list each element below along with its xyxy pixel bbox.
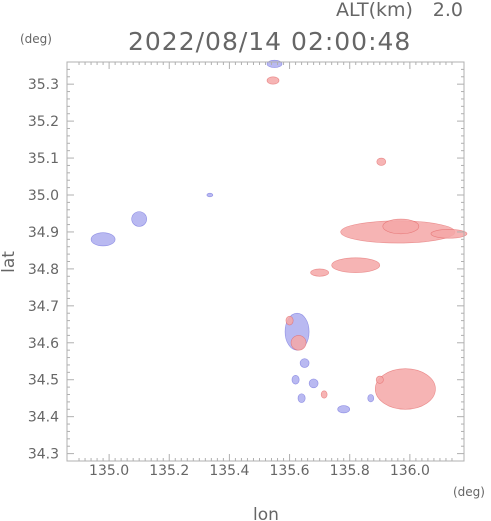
x-tick-label: 136.0 [390,463,430,479]
echo-region-positive [310,268,329,277]
echo-region-positive [376,157,387,166]
echo-region-negative [206,192,214,198]
echo-region-positive [375,375,384,384]
y-tick-label: 34.7 [28,299,59,315]
echo-region-negative [337,405,351,414]
plot-frame [66,61,465,462]
echo-region-positive [382,218,420,235]
echo-region-negative [131,211,148,227]
x-tick-label: 135.8 [330,463,370,479]
x-unit: (deg) [453,485,485,499]
y-tick-label: 35.3 [28,77,59,93]
echo-region-positive [430,229,468,239]
x-tick-label: 135.0 [89,463,129,479]
y-tick-label: 35.2 [28,114,59,130]
x-tick-label: 135.6 [270,463,310,479]
axis-tick-labels: 135.0 135.2 135.4 135.6 135.8 136.0 34.3 34.4 34… [28,77,430,479]
echo-region-negative [297,393,306,403]
y-tick-label: 35.0 [28,188,59,204]
timestamp: 2022/08/14 02:00:48 [128,27,411,56]
echo-region-positive [331,257,381,273]
altitude-value: 2.0 [433,0,463,21]
y-tick-label: 34.9 [28,225,59,241]
echo-region-positive [320,390,328,399]
y-tick-label: 34.5 [28,373,59,389]
echo-region-negative [308,378,319,389]
echo-region-negative [367,394,375,403]
y-tick-label: 34.6 [28,336,59,352]
x-axis-label: lon [253,505,279,521]
echo-region-negative [299,358,310,368]
echo-region-negative [291,374,300,385]
y-axis-label: lat [0,251,19,273]
x-tick-label: 135.4 [209,463,249,479]
radar-echo-layer [90,59,468,414]
y-tick-label: 34.3 [28,447,59,463]
echo-region-positive [285,315,294,326]
y-tick-label: 34.8 [28,262,59,278]
echo-region-positive [374,368,436,410]
echo-region-positive [290,335,307,351]
echo-region-negative [90,232,116,247]
altitude-label: ALT(km) [336,0,413,21]
echo-region-positive [266,76,280,85]
y-unit: (deg) [20,32,52,46]
y-tick-label: 34.4 [28,410,59,426]
x-tick-label: 135.2 [149,463,189,479]
echo-region-negative [266,59,283,68]
y-tick-label: 35.1 [28,151,59,167]
